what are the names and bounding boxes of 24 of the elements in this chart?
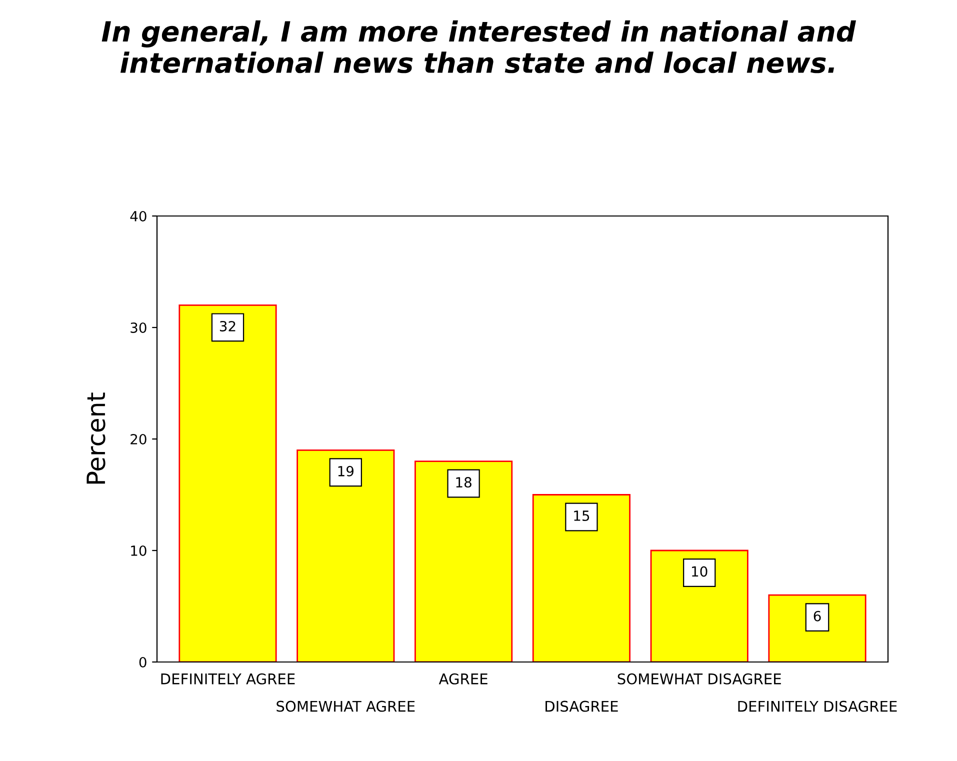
bar xyxy=(296,449,395,662)
y-tick-label: 10 xyxy=(131,545,146,556)
bar xyxy=(650,550,748,662)
y-tick-label: 40 xyxy=(130,210,146,222)
bar xyxy=(178,304,277,662)
data-label: 18 xyxy=(456,477,472,488)
y-tick-label: 0 xyxy=(139,656,146,668)
y-axis-title: Percent xyxy=(86,392,106,484)
y-tick-label: 20 xyxy=(130,434,146,444)
x-tick-label: DEFINITELY AGREE xyxy=(161,673,295,684)
data-label: 32 xyxy=(220,320,236,332)
bar xyxy=(414,460,513,662)
chart-title: In general, I am more interested in national and international news than state and local news. xyxy=(102,20,856,74)
data-label: 15 xyxy=(574,510,590,521)
data-label: 10 xyxy=(692,566,708,577)
x-tick-label: DEFINITELY DISAGREE xyxy=(738,700,897,712)
x-tick-label: AGREE xyxy=(438,673,488,684)
data-label: 19 xyxy=(338,466,354,476)
data-label: 6 xyxy=(814,610,821,622)
bar xyxy=(532,494,630,662)
x-tick-label: SOMEWHAT AGREE xyxy=(276,700,415,712)
x-tick-label: DISAGREE xyxy=(546,700,618,712)
x-tick-label: SOMEWHAT DISAGREE xyxy=(618,673,781,684)
y-tick-label: 30 xyxy=(130,322,146,333)
